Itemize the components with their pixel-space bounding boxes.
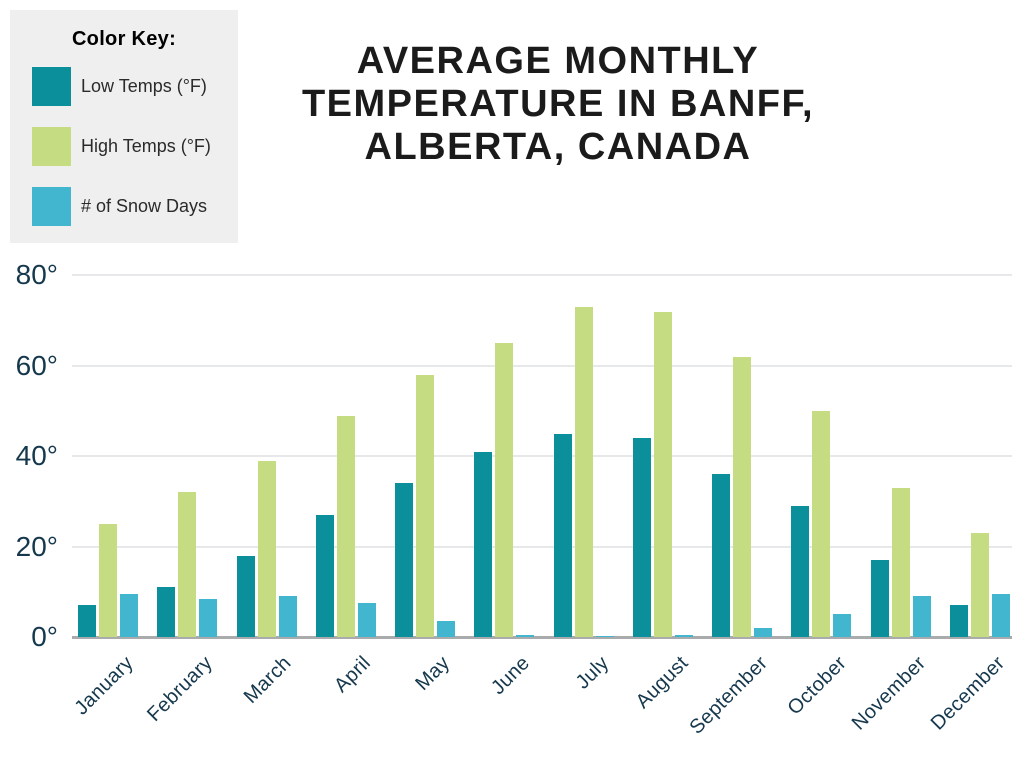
low-temps-bar: [395, 483, 414, 637]
snow-days-bar: [120, 594, 138, 637]
snow-days-bar: [278, 596, 297, 637]
snow-days-bar: [199, 598, 218, 637]
high-temps-bar: [812, 411, 831, 637]
high-temps-bar: [891, 487, 910, 637]
high-temps-bar: [416, 374, 435, 637]
snow-days-bar: [674, 635, 693, 637]
y-axis-tick-label: 40°: [15, 440, 58, 472]
y-axis-tick-label: 0°: [31, 621, 58, 652]
legend-item-high-temps: High Temps (°F): [32, 127, 238, 166]
x-axis-month-label: November: [847, 652, 931, 735]
high-temps-swatch-icon: [32, 127, 71, 166]
low-temps-bar: [712, 474, 731, 637]
snow-days-bar: [991, 594, 1010, 637]
gridline: [72, 545, 1012, 548]
low-temps-bar: [474, 451, 493, 637]
x-axis-baseline: [72, 636, 1012, 639]
low-temps-bar: [315, 514, 334, 637]
snow-days-bar: [754, 627, 773, 637]
high-temps-bar: [178, 492, 197, 637]
high-temps-bar: [495, 343, 514, 637]
gridline: [72, 455, 1012, 458]
low-temps-bar: [791, 505, 810, 637]
x-axis-month-label: December: [927, 652, 1010, 735]
chart-title: AVERAGE MONTHLY TEMPERATURE IN BANFF, AL…: [278, 40, 838, 169]
x-axis-month-label: June: [486, 652, 534, 700]
legend-title: Color Key:: [71, 28, 177, 50]
y-axis-tick-label: 60°: [15, 349, 58, 381]
low-temps-bar: [870, 560, 889, 637]
high-temps-bar: [653, 311, 672, 637]
snow-days-bar: [437, 621, 456, 637]
snow-days-bar: [357, 603, 376, 637]
snow-days-bar: [595, 636, 614, 637]
color-key-legend: Color Key: Low Temps (°F) High Temps (°F…: [10, 10, 238, 243]
snow-days-swatch-icon: [32, 187, 71, 226]
x-axis-month-label: January: [70, 652, 138, 720]
gridline: [72, 274, 1012, 277]
low-temps-bar: [553, 433, 572, 637]
x-axis-month-label: April: [330, 652, 376, 697]
legend-item-snow-days: # of Snow Days: [32, 187, 238, 226]
high-temps-bar: [733, 356, 752, 637]
x-axis-month-label: September: [685, 652, 772, 739]
chart-title-line: TEMPERATURE IN BANFF,: [301, 83, 815, 125]
y-axis-tick-label: 20°: [15, 530, 58, 562]
snow-days-bar: [833, 614, 852, 637]
x-axis-month-label: October: [783, 652, 851, 720]
high-temps-bar: [257, 460, 276, 637]
x-axis-month-label: May: [411, 652, 455, 695]
high-temps-bar: [574, 307, 593, 637]
low-temps-bar: [632, 438, 651, 637]
snow-days-bar: [516, 634, 535, 637]
x-axis-month-label: August: [631, 652, 693, 713]
chart-title-line: ALBERTA, CANADA: [364, 126, 752, 168]
high-temps-bar: [99, 524, 117, 637]
legend-item-label: # of Snow Days: [81, 196, 208, 216]
low-temps-swatch-icon: [32, 67, 71, 106]
x-axis-month-label: February: [142, 652, 217, 726]
low-temps-bar: [78, 605, 96, 637]
legend-item-low-temps: Low Temps (°F): [32, 67, 238, 106]
low-temps-bar: [236, 555, 255, 637]
chart-title-line: AVERAGE MONTHLY: [356, 40, 760, 82]
low-temps-bar: [949, 605, 968, 637]
x-axis-month-label: March: [240, 652, 297, 708]
x-axis-month-label: July: [571, 652, 614, 694]
high-temps-bar: [336, 415, 355, 637]
gridline: [72, 364, 1012, 367]
low-temps-bar: [157, 587, 176, 637]
high-temps-bar: [970, 533, 989, 637]
snow-days-bar: [912, 596, 931, 637]
legend-item-label: Low Temps (°F): [81, 76, 207, 96]
y-axis-tick-label: 80°: [15, 259, 58, 291]
legend-item-label: High Temps (°F): [81, 136, 211, 156]
